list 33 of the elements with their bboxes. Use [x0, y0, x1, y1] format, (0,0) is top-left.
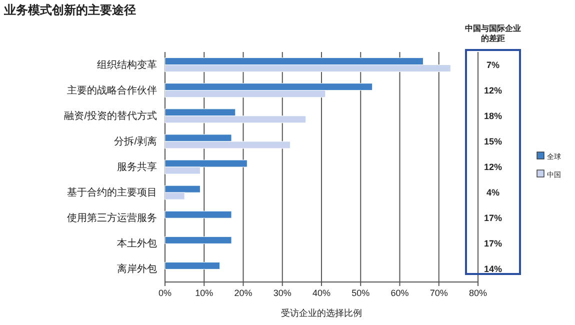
text: 4%: [486, 188, 500, 198]
x-tick-label: 70%: [430, 288, 448, 298]
text: 17%: [484, 238, 502, 249]
y-tick-label: 融资/投资的替代方式: [64, 110, 157, 122]
y-tick-label: 服务共享: [117, 161, 157, 173]
bar: [164, 210, 232, 218]
x-tick-label: 80%: [468, 288, 488, 298]
x-axis-title: 受访企业的选择比例: [281, 308, 362, 318]
y-tick-label: 本土外包: [117, 238, 157, 250]
text: 中国与国际企业的差距: [465, 24, 521, 43]
y-tick-label: 主要的战略合作伙伴: [67, 84, 157, 96]
text: 17%: [484, 213, 502, 224]
y-tick-label: 组织结构变革: [97, 58, 157, 71]
text: 12%: [484, 162, 502, 172]
bar: [164, 236, 232, 244]
y-tick-label: 使用第三方运营服务: [67, 212, 157, 224]
y-tick-label: 离岸外包: [117, 263, 157, 276]
y-tick-label: 分拆/剥离: [114, 135, 157, 148]
x-tick-label: 40%: [312, 288, 331, 298]
text: 7%: [486, 60, 500, 70]
chart-title: 业务模式创新的主要途径: [3, 3, 136, 17]
x-tick-label: 0%: [158, 288, 172, 298]
y-tick-label: 基于合约的主要项目: [67, 186, 157, 199]
text: 14%: [484, 264, 502, 274]
text: 12%: [484, 85, 502, 96]
text: 18%: [484, 110, 502, 121]
bar: [164, 262, 220, 270]
x-tick-label: 30%: [273, 288, 292, 298]
x-tick-label: 10%: [195, 288, 214, 298]
text: 15%: [484, 136, 502, 146]
x-tick-label: 20%: [234, 288, 252, 298]
x-tick-label: 60%: [390, 288, 409, 298]
x-tick-label: 50%: [352, 288, 370, 298]
